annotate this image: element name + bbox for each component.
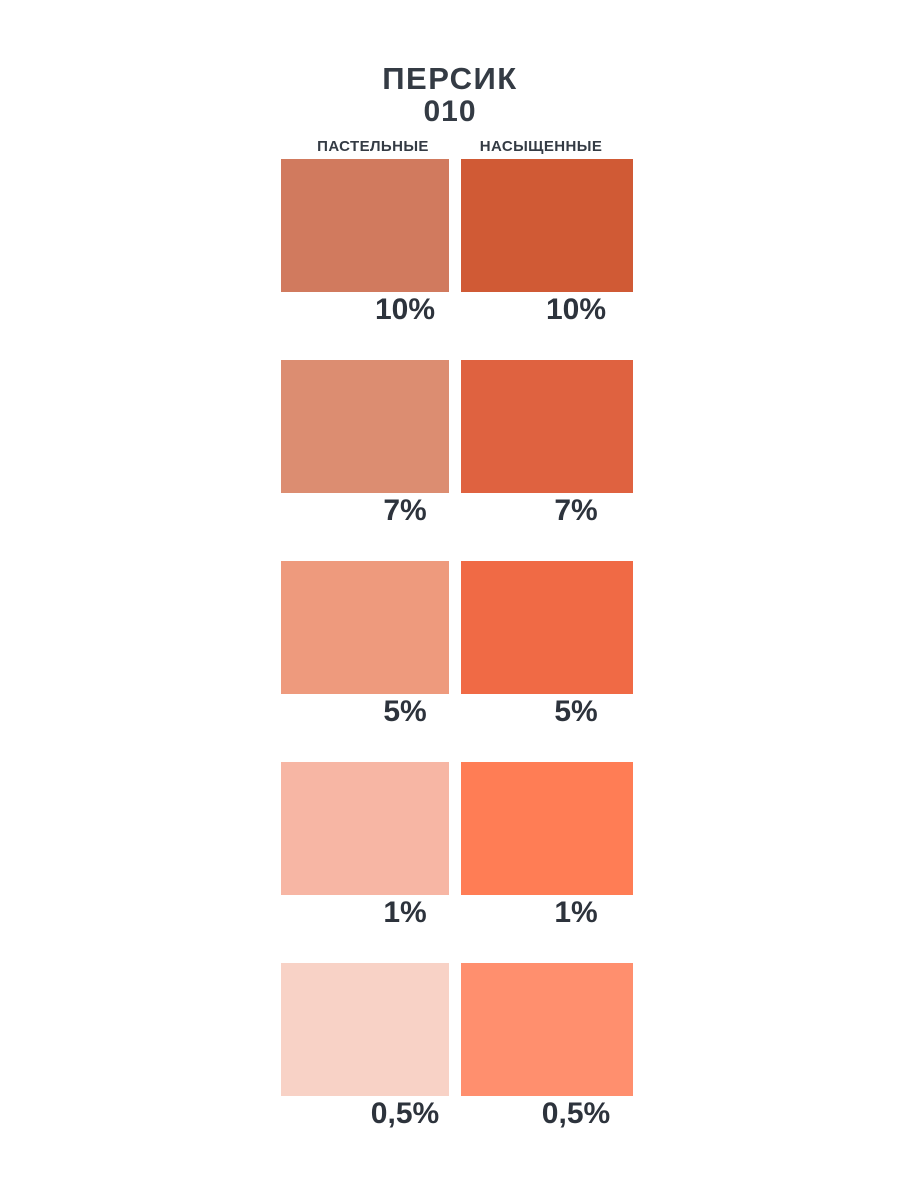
cell-saturated-05: 0,5%: [461, 963, 633, 1130]
percent-label: 1%: [383, 896, 427, 929]
percent-label: 5%: [554, 695, 598, 728]
cell-saturated-5: 5%: [461, 561, 633, 728]
pastel-swatch-05: [281, 963, 449, 1096]
cell-saturated-7: 7%: [461, 360, 633, 527]
page-title: ПЕРСИК: [382, 61, 518, 96]
swatch-grid: 10% 10% 7% 7%: [281, 159, 633, 1130]
saturated-swatch-7: [461, 360, 633, 493]
swatch-row-10: 10% 10%: [281, 159, 633, 326]
cell-saturated-1: 1%: [461, 762, 633, 929]
percent-label: 10%: [374, 293, 436, 326]
cell-pastel-10: 10%: [281, 159, 449, 326]
pastel-swatch-5: [281, 561, 449, 694]
column-header-saturated: НАСЫЩЕННЫЕ: [479, 138, 603, 155]
swatch-row-7: 7% 7%: [281, 360, 633, 527]
column-header-pastel: ПАСТЕЛЬНЫЕ: [317, 138, 429, 155]
percent-label: 0,5%: [370, 1097, 440, 1130]
swatch-row-05: 0,5% 0,5%: [281, 963, 633, 1130]
swatch-row-1: 1% 1%: [281, 762, 633, 929]
pastel-swatch-1: [281, 762, 449, 895]
percent-label: 7%: [383, 494, 427, 527]
swatch-row-5: 5% 5%: [281, 561, 633, 728]
pastel-swatch-7: [281, 360, 449, 493]
percent-label: 0,5%: [541, 1097, 611, 1130]
saturated-swatch-5: [461, 561, 633, 694]
color-code: 010: [423, 95, 477, 128]
cell-pastel-5: 5%: [281, 561, 449, 728]
title-block: ПЕРСИК 010: [0, 0, 900, 128]
swatch-table: ПАСТЕЛЬНЫЕ НАСЫЩЕННЫЕ 10% 10% 7%: [281, 138, 633, 1130]
percent-label: 10%: [545, 293, 607, 326]
saturated-swatch-05: [461, 963, 633, 1096]
pastel-swatch-10: [281, 159, 449, 292]
cell-pastel-05: 0,5%: [281, 963, 449, 1130]
saturated-swatch-10: [461, 159, 633, 292]
percent-label: 1%: [554, 896, 598, 929]
percent-label: 5%: [383, 695, 427, 728]
cell-saturated-10: 10%: [461, 159, 633, 326]
cell-pastel-7: 7%: [281, 360, 449, 527]
cell-pastel-1: 1%: [281, 762, 449, 929]
column-headers: ПАСТЕЛЬНЫЕ НАСЫЩЕННЫЕ: [281, 138, 633, 155]
percent-label: 7%: [554, 494, 598, 527]
saturated-swatch-1: [461, 762, 633, 895]
